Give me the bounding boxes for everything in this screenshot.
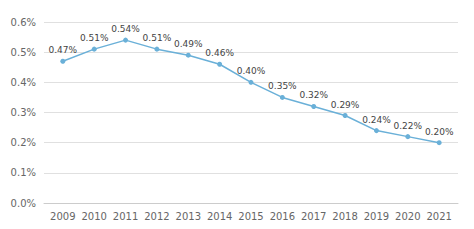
svg-text:0.49%: 0.49% — [174, 39, 203, 49]
svg-text:2010: 2010 — [81, 211, 106, 222]
svg-text:2021: 2021 — [426, 211, 451, 222]
svg-text:0.40%: 0.40% — [237, 66, 266, 76]
svg-text:2009: 2009 — [50, 211, 75, 222]
svg-text:0.20%: 0.20% — [425, 127, 454, 137]
svg-text:0.22%: 0.22% — [394, 121, 423, 131]
svg-text:0.3%: 0.3% — [11, 107, 36, 118]
svg-text:2013: 2013 — [176, 211, 201, 222]
svg-text:0.51%: 0.51% — [80, 33, 109, 43]
svg-text:2015: 2015 — [238, 211, 263, 222]
svg-text:0.2%: 0.2% — [11, 137, 36, 148]
svg-text:0.4%: 0.4% — [11, 77, 36, 88]
svg-text:2012: 2012 — [144, 211, 169, 222]
svg-text:2011: 2011 — [113, 211, 138, 222]
svg-text:0.1%: 0.1% — [11, 167, 36, 178]
svg-text:0.32%: 0.32% — [299, 90, 328, 100]
svg-text:0.0%: 0.0% — [11, 198, 36, 209]
svg-text:2016: 2016 — [270, 211, 295, 222]
svg-text:0.54%: 0.54% — [111, 24, 140, 34]
svg-text:0.6%: 0.6% — [11, 17, 36, 28]
svg-text:0.24%: 0.24% — [362, 115, 391, 125]
svg-text:2018: 2018 — [332, 211, 357, 222]
svg-text:0.35%: 0.35% — [268, 81, 297, 91]
svg-text:2017: 2017 — [301, 211, 326, 222]
svg-text:0.29%: 0.29% — [331, 100, 360, 110]
svg-text:0.5%: 0.5% — [11, 47, 36, 58]
svg-text:0.51%: 0.51% — [143, 33, 172, 43]
svg-text:0.47%: 0.47% — [49, 45, 78, 55]
svg-text:2020: 2020 — [395, 211, 420, 222]
svg-text:2014: 2014 — [207, 211, 232, 222]
svg-text:2019: 2019 — [364, 211, 389, 222]
svg-text:0.46%: 0.46% — [205, 48, 234, 58]
